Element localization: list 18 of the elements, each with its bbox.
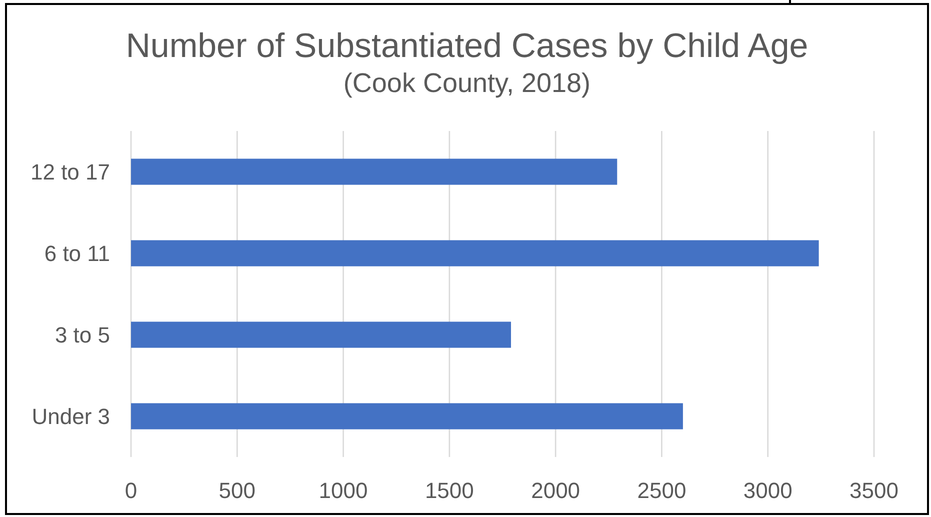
x-tick-label: 1000 [318, 478, 368, 503]
x-tick-label: 0 [124, 478, 138, 503]
x-tick-label: 3000 [743, 478, 792, 503]
x-tick-label: 2000 [531, 478, 580, 503]
x-tick-label: 2500 [637, 478, 686, 503]
y-tick-label: Under 3 [32, 404, 110, 429]
bar [131, 240, 819, 266]
bar [131, 322, 511, 348]
bar [131, 403, 683, 430]
y-tick-label: 3 to 5 [54, 322, 110, 348]
x-tick-label: 500 [218, 478, 256, 503]
chart-subtitle: (Cook County, 2018) [343, 68, 591, 98]
chart-title: Number of Substantiated Cases by Child Age [126, 27, 808, 65]
x-tick-label: 3500 [850, 478, 898, 503]
y-tick-label: 6 to 11 [44, 240, 110, 266]
y-tick-label: 12 to 17 [30, 159, 110, 184]
x-tick-label: 1500 [424, 478, 474, 503]
bar [131, 158, 618, 185]
